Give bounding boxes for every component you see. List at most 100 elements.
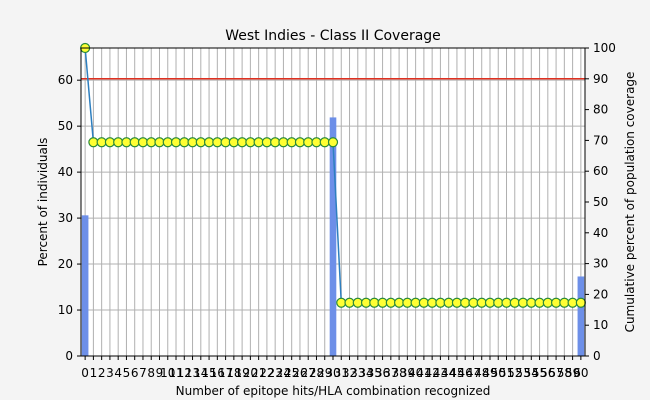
cumulative-marker [559,297,570,308]
y2-axis-label: Cumulative percent of population coverag… [623,72,637,333]
x-tick-label: 44 [441,366,456,380]
x-tick-label: 57 [548,366,563,380]
y-tick-label: 60 [58,73,73,87]
x-tick-label: 15 [201,366,216,380]
y2-tick-label: 60 [593,164,608,178]
x-tick-label: 0 [81,366,89,380]
x-tick-label: 7 [139,366,147,380]
x-tick-label: 41 [416,366,431,380]
x-axis-label: Number of epitope hits/HLA combination r… [176,384,491,398]
y2-tick-label: 40 [593,226,608,240]
y2-tick-label: 10 [593,318,608,332]
cumulative-marker [427,297,438,308]
cumulative-marker [567,297,578,308]
y2-tick-label: 70 [593,133,608,147]
cumulative-marker [385,297,396,308]
cumulative-marker [352,297,363,308]
cumulative-marker [212,137,223,148]
x-ticks: 0 1 2 3 4 5 6 7 8 9101112131415161718192021222324… [81,356,589,380]
x-tick-label: 12 [177,366,192,380]
cumulative-marker [228,137,239,148]
x-tick-label: 31 [334,366,349,380]
cumulative-marker [517,297,529,308]
cumulative-marker [443,297,454,308]
cumulative-marker [294,137,306,148]
cumulative-marker [327,137,339,148]
cumulative-marker [534,297,545,308]
cumulative-marker [418,297,429,308]
x-tick-label: 40 [408,366,423,380]
x-tick-label: 51 [499,366,514,380]
x-tick-label: 39 [400,366,415,380]
x-tick-label: 13 [185,366,200,380]
cumulative-marker [360,297,372,308]
markers [80,42,586,308]
x-tick-label: 22 [259,366,274,380]
chart-title: West Indies - Class II Coverage [225,28,441,44]
cumulative-marker [113,137,124,148]
x-tick-label: 37 [383,366,398,380]
y2-tick-label: 90 [593,72,608,86]
cumulative-marker [261,137,273,148]
y-tick-label: 30 [58,211,73,225]
x-tick-label: 42 [425,366,440,380]
x-tick-label: 55 [532,366,547,380]
cumulative-marker [435,297,446,308]
cumulative-marker [303,137,314,148]
cumulative-marker [377,297,388,308]
y-tick-label: 40 [58,165,73,179]
cumulative-marker [162,137,173,148]
x-tick-label: 16 [210,366,225,380]
cumulative-marker [121,137,132,148]
cumulative-marker [237,137,248,148]
y-tick-label: 10 [58,303,73,317]
x-tick-label: 29 [317,366,332,380]
x-tick-label: 38 [391,366,406,380]
cumulative-marker [179,137,190,148]
cumulative-marker [137,137,149,148]
x-tick-label: 35 [367,366,382,380]
cumulative-marker [526,297,537,308]
y-tick-label: 0 [65,349,73,363]
x-tick-label: 56 [540,366,555,380]
x-tick-label: 46 [458,366,473,380]
x-tick-label: 43 [433,366,448,380]
x-tick-label: 47 [466,366,481,380]
y2-tick-label: 80 [593,103,608,117]
x-tick-label: 26 [292,366,307,380]
x-tick-label: 1 [90,366,98,380]
cumulative-marker [484,297,496,308]
x-tick-label: 32 [342,366,357,380]
x-tick-label: 45 [449,366,464,380]
cumulative-marker [393,297,405,308]
cumulative-marker [253,137,264,148]
x-tick-label: 14 [193,366,208,380]
cumulative-marker [270,137,281,148]
cumulative-marker [319,137,330,148]
x-tick-label: 50 [491,366,506,380]
cumulative-marker [410,297,421,308]
x-tick-label: 25 [284,366,299,380]
x-tick-label: 34 [358,366,373,380]
y-ticks: 0 10 20 30 40 50 60 [58,73,81,363]
x-tick-label: 18 [226,366,241,380]
y2-tick-label: 0 [593,349,601,363]
cumulative-marker [129,137,140,148]
x-tick-label: 6 [131,366,139,380]
cumulative-marker [195,137,206,148]
cumulative-marker [344,297,355,308]
x-tick-label: 33 [350,366,365,380]
cumulative-marker [501,297,512,308]
cumulative-marker [336,297,347,308]
cumulative-marker [203,137,215,148]
cumulative-marker [369,297,380,308]
cumulative-marker [88,137,99,148]
y-tick-label: 50 [58,119,73,133]
cumulative-marker [575,297,586,308]
x-tick-label: 2 [98,366,106,380]
y2-tick-label: 50 [593,195,608,209]
cumulative-marker [542,297,553,308]
cumulative-marker [509,297,520,308]
x-tick-label: 49 [482,366,497,380]
x-tick-label: 20 [243,366,258,380]
